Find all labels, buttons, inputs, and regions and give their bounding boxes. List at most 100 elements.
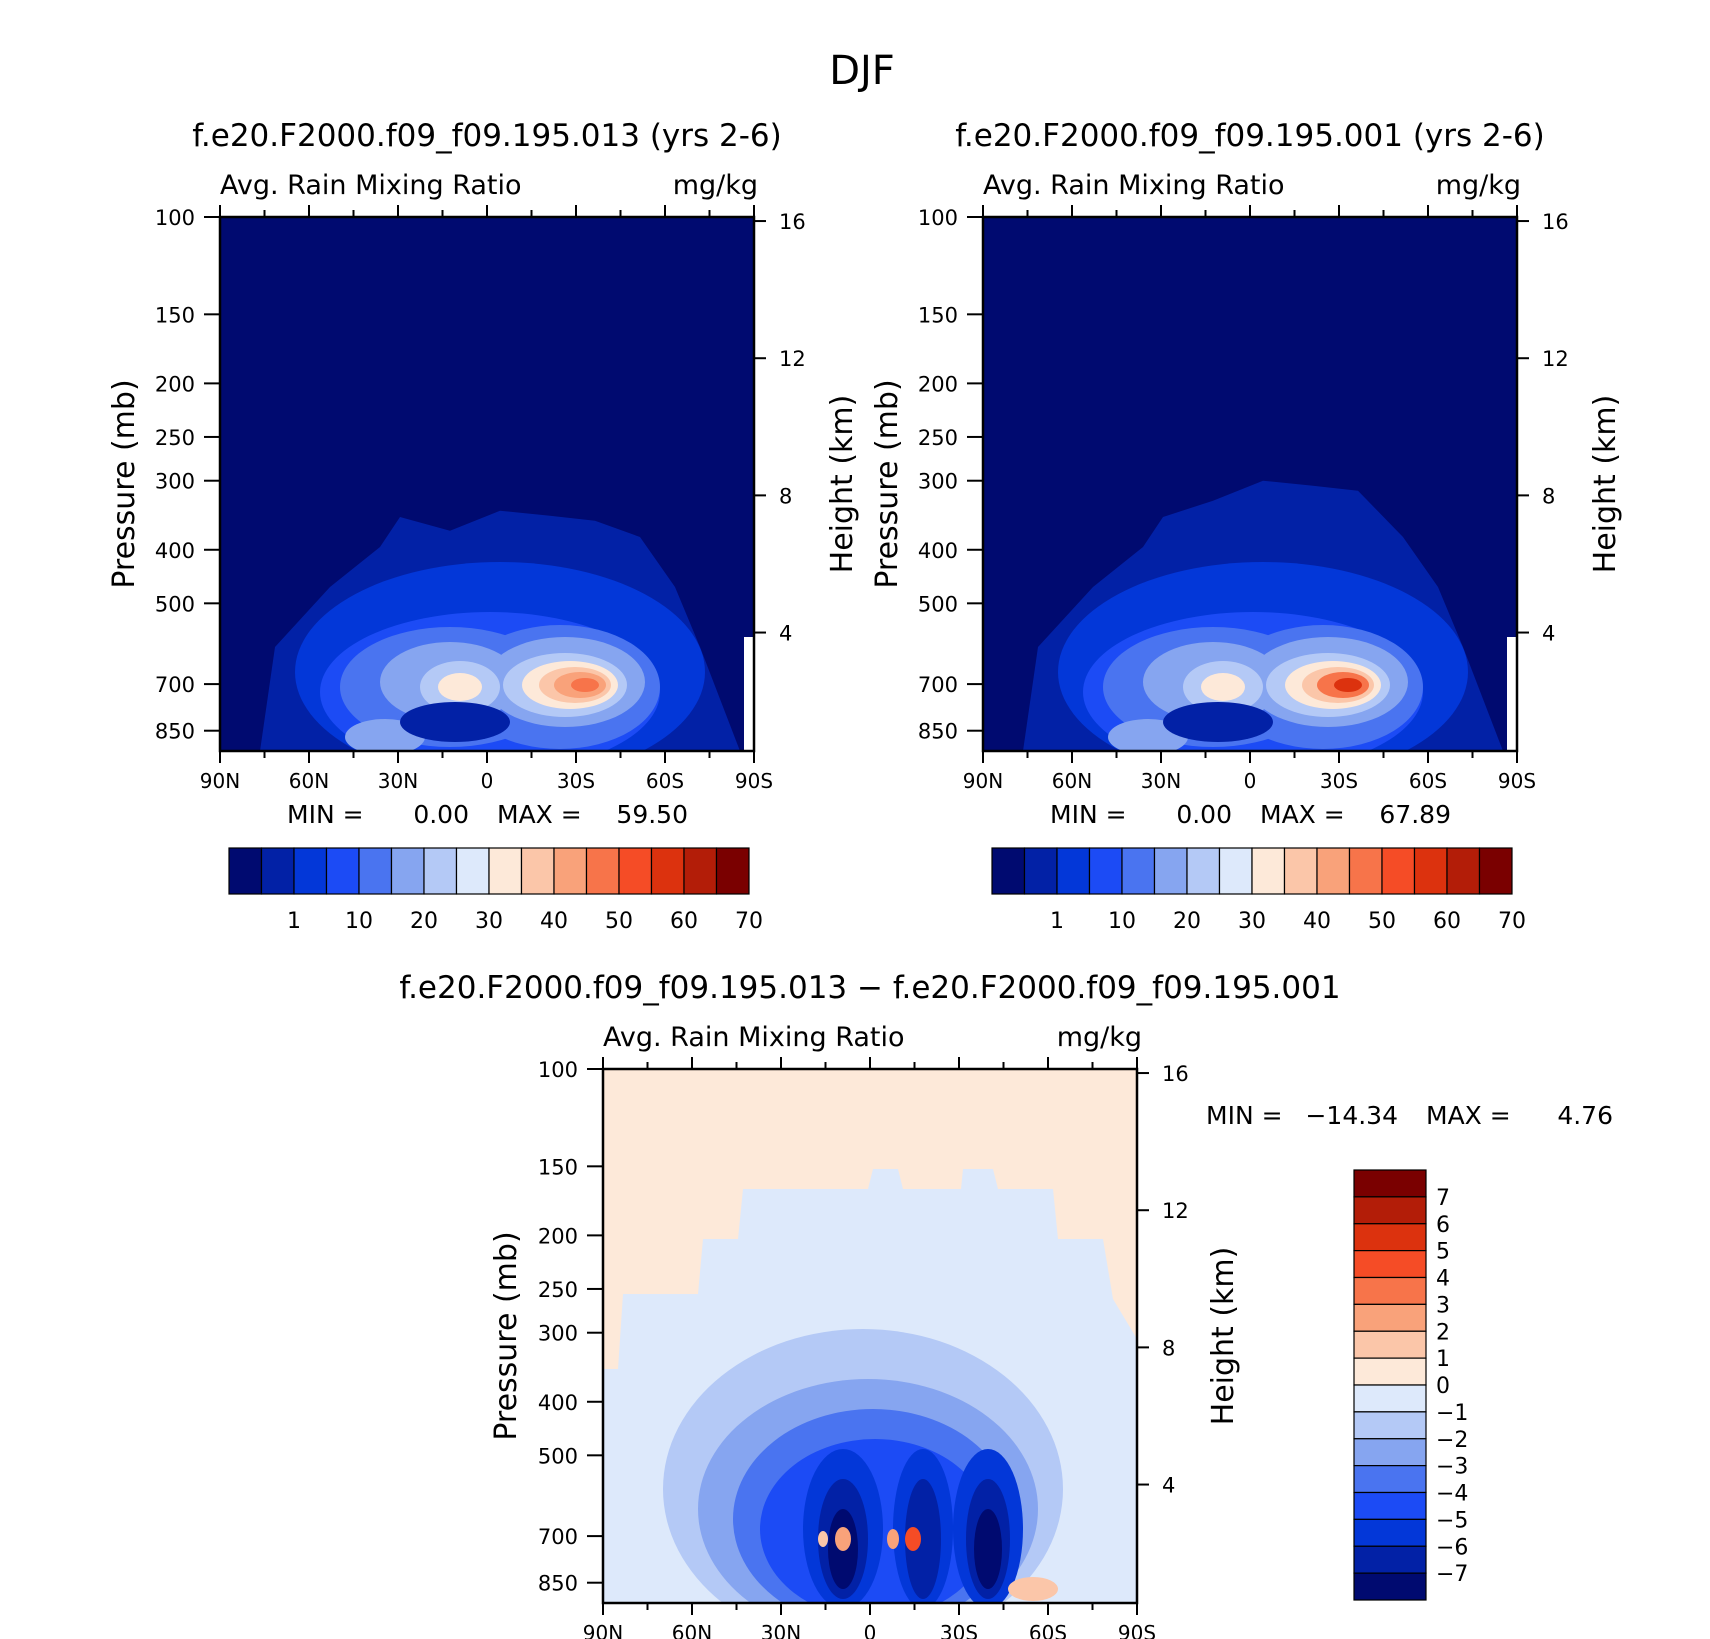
panel-a-title: f.e20.F2000.f09_f09.195.013 (yrs 2-6) xyxy=(192,118,782,154)
panel-c-y-tick-label: 500 xyxy=(538,1444,578,1468)
field-peak-2d xyxy=(571,678,599,692)
panel-c: f.e20.F2000.f09_f09.195.013 − f.e20.F200… xyxy=(399,970,1613,1639)
field-lower-dark xyxy=(1163,702,1273,742)
panel-c-y-tick-label: 250 xyxy=(538,1278,578,1302)
panel-a-y-tick-label: 850 xyxy=(155,720,195,744)
panel-b-colorbar-box xyxy=(991,847,1026,895)
panel-b-y-tick-label: 250 xyxy=(918,426,958,450)
panel-c-field xyxy=(603,1069,1137,1603)
panel-c-height-tick-label: 4 xyxy=(1162,1474,1175,1498)
panel-a-min-value: 0.00 xyxy=(413,800,469,829)
panel-c-x-tick-label: 60S xyxy=(1029,1621,1067,1639)
diff-positive-2 xyxy=(905,1527,921,1551)
panel-b-max-value: 67.89 xyxy=(1379,800,1451,829)
panel-b-ylabel: Pressure (mb) xyxy=(870,379,905,588)
panel-c-units-label: mg/kg xyxy=(1057,1022,1142,1053)
panel-a-colorbar-label: 10 xyxy=(345,909,373,934)
diff-positive-5 xyxy=(1008,1577,1058,1601)
panel-c-colorbar-box xyxy=(1353,1330,1427,1359)
panel-c-y-tick-label: 150 xyxy=(538,1155,578,1179)
panel-b-x-tick-label: 0 xyxy=(1244,769,1257,793)
panel-b-x-tick-label: 90S xyxy=(1498,769,1536,793)
panel-b-y-tick-label: 500 xyxy=(918,592,958,616)
panel-a-colorbar-box xyxy=(423,847,458,895)
panel-a-colorbar-label: 50 xyxy=(605,909,633,934)
panel-c-title: f.e20.F2000.f09_f09.195.013 − f.e20.F200… xyxy=(399,970,1340,1006)
field-missing-edge xyxy=(744,637,754,751)
panel-b-colorbar-box xyxy=(1121,847,1156,895)
panel-c-y-tick-label: 400 xyxy=(538,1391,578,1415)
panel-c-height-tick-label: 12 xyxy=(1162,1199,1189,1223)
panel-b-height-tick-label: 12 xyxy=(1542,347,1569,371)
panel-c-colorbar-box xyxy=(1353,1384,1427,1413)
panel-a-variable-label: Avg. Rain Mixing Ratio xyxy=(220,170,522,201)
panel-c-height-tick-label: 16 xyxy=(1162,1062,1189,1086)
panel-c-min-value: −14.34 xyxy=(1305,1101,1398,1130)
panel-c-x-tick-label: 90N xyxy=(583,1621,623,1639)
panel-a-y-tick-label: 700 xyxy=(155,673,195,697)
panel-c-colorbar-label: −7 xyxy=(1436,1562,1468,1587)
panel-b-colorbar-box xyxy=(1283,847,1318,895)
field-peak-1 xyxy=(438,673,482,701)
panel-a-y-tick-label: 500 xyxy=(155,592,195,616)
panel-c-colorbar-label: −2 xyxy=(1436,1428,1468,1453)
panel-b-units-label: mg/kg xyxy=(1436,170,1521,201)
panel-c-colorbar-label: 5 xyxy=(1436,1240,1450,1265)
panel-c-x-tick-label: 60N xyxy=(672,1621,712,1639)
panel-b-x-tick-label: 60S xyxy=(1409,769,1447,793)
panel-b: f.e20.F2000.f09_f09.195.001 (yrs 2-6) Av… xyxy=(870,118,1623,934)
panel-b-colorbar-label: 1 xyxy=(1050,909,1064,934)
panel-c-max-value: 4.76 xyxy=(1557,1101,1613,1130)
panel-b-x-tick-label: 90N xyxy=(963,769,1003,793)
panel-a-y-tick-label: 150 xyxy=(155,303,195,327)
panel-b-colorbar-box xyxy=(1413,847,1448,895)
panel-b-axes: 90N 60N 30N 0 30S 60S 90S 100 150 200 250 300 400 500… xyxy=(918,205,1569,793)
panel-a-colorbar-label: 60 xyxy=(670,909,698,934)
panel-c-y-tick-label: 700 xyxy=(538,1525,578,1549)
panel-c-colorbar-box xyxy=(1353,1465,1427,1494)
panel-c-colorbar-box xyxy=(1353,1196,1427,1225)
panel-b-colorbar-label: 10 xyxy=(1108,909,1136,934)
panel-a-x-tick-label: 30S xyxy=(557,769,595,793)
panel-c-x-tick-label: 30S xyxy=(940,1621,978,1639)
panel-a-height-tick-label: 4 xyxy=(779,622,792,646)
panel-a-colorbar-box xyxy=(683,847,718,895)
panel-b-colorbar-box xyxy=(1446,847,1481,895)
panel-a-max-value: 59.50 xyxy=(616,800,688,829)
panel-c-variable-label: Avg. Rain Mixing Ratio xyxy=(603,1022,905,1053)
panel-b-colorbar-box xyxy=(1186,847,1221,895)
panel-b-colorbar-box xyxy=(1478,847,1513,895)
panel-b-height-tick-label: 16 xyxy=(1542,210,1569,234)
panel-b-y-tick-label: 150 xyxy=(918,303,958,327)
panel-a-max-label: MAX = xyxy=(497,800,582,829)
panel-a-y-tick-label: 300 xyxy=(155,470,195,494)
panel-c-colorbar-label: 1 xyxy=(1436,1347,1450,1372)
panel-b-colorbar-label: 50 xyxy=(1368,909,1396,934)
panel-b-colorbar-box xyxy=(1218,847,1253,895)
panel-a-x-tick-label: 60N xyxy=(289,769,329,793)
panel-a-colorbar-label: 1 xyxy=(287,909,301,934)
panel-a-x-tick-label: 0 xyxy=(481,769,494,793)
panel-c-colorbar-label: −3 xyxy=(1436,1455,1468,1480)
panel-b-x-tick-label: 30N xyxy=(1141,769,1181,793)
panel-a-min-label: MIN = xyxy=(287,800,364,829)
panel-a-colorbar-box xyxy=(390,847,425,895)
panel-a-colorbar-box xyxy=(650,847,685,895)
panel-b-y-tick-label: 850 xyxy=(918,720,958,744)
panel-c-colorbar-box xyxy=(1353,1518,1427,1547)
panel-a-ylabel-right: Height (km) xyxy=(825,395,860,574)
panel-c-min-label: MIN = xyxy=(1206,1101,1283,1130)
panel-b-colorbar-label: 30 xyxy=(1238,909,1266,934)
panel-a-colorbar-box xyxy=(293,847,328,895)
panel-a-height-tick-label: 12 xyxy=(779,347,806,371)
diff-positive-1 xyxy=(835,1527,851,1551)
panel-b-x-tick-label: 30S xyxy=(1320,769,1358,793)
panel-c-colorbar-box xyxy=(1353,1411,1427,1440)
panel-a-height-tick-label: 16 xyxy=(779,210,806,234)
diff-core-3b2 xyxy=(974,1509,1002,1589)
panel-b-colorbar-box xyxy=(1251,847,1286,895)
panel-a-colorbar-box xyxy=(325,847,360,895)
panel-a-colorbar-box xyxy=(488,847,523,895)
